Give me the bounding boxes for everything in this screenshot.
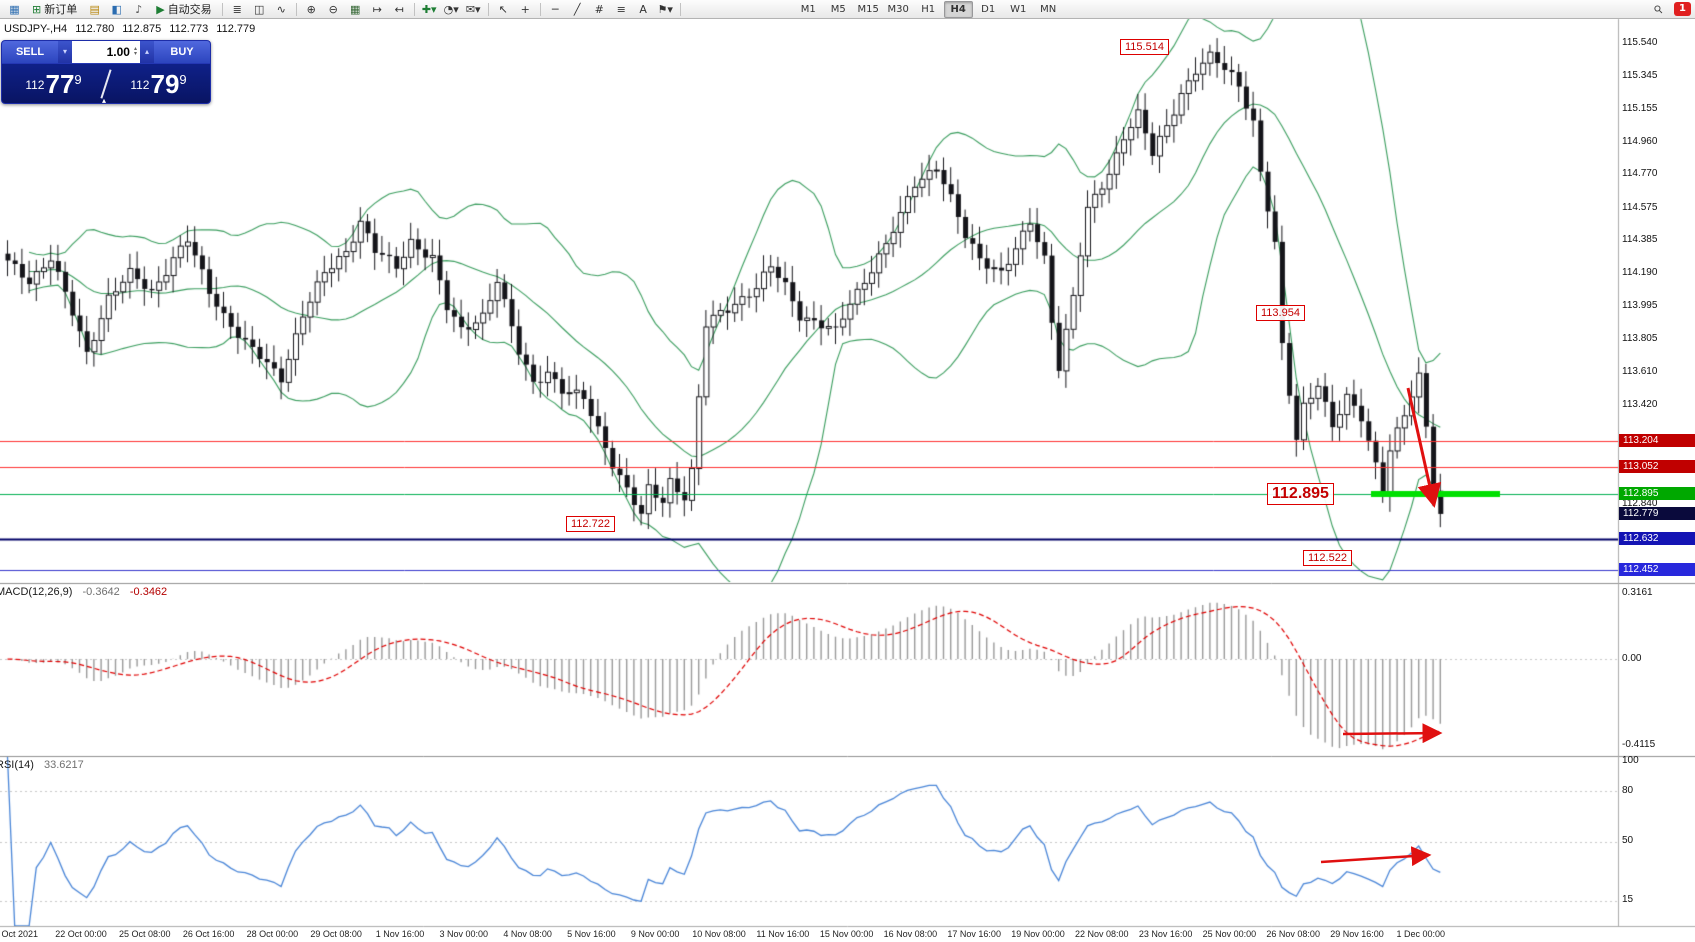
auto-trading-button-icon: ▶ (156, 2, 165, 16)
toolbar-right: ⚲ 1 (1648, 1, 1691, 18)
rsi-axis-50: 50 (1622, 835, 1634, 846)
ask-price[interactable]: 112799 (107, 69, 210, 100)
new-order-button-icon: ⊞ (32, 2, 42, 16)
toolbar-separator (487, 2, 489, 16)
buy-button[interactable]: BUY (154, 41, 210, 63)
timeframe-mn[interactable]: MN (1040, 3, 1057, 15)
bid-pips: 77 (45, 68, 75, 99)
toolbar-icons: ▦ ⊞ 新订单 ▤ ◧ ♪ ▶ 自动交易 ≣ ◫ ∿ ⊕ ⊖ ▦ ↦ ↤ ✚▾ ◔▾ ✉▾ ↖ + ─ ╱ # ≡ A ⚑▾ (4, 1, 684, 18)
macd-value-2: -0.3462 (129, 586, 168, 598)
auto-scroll-icon[interactable]: ↦ (372, 2, 382, 16)
tile-windows-icon[interactable]: ▦ (349, 2, 361, 16)
chart-ohlc-header: USDJPY-,H4 112.780 112.875 112.773 112.7… (4, 23, 260, 35)
macd-axis-max: 0.3161 (1622, 587, 1653, 598)
close-value: 112.779 (216, 23, 256, 35)
open-value: 112.780 (75, 23, 115, 35)
volume-step-up-icon[interactable]: ▴ (133, 46, 137, 52)
periods-button[interactable]: ◔▾ (443, 2, 459, 16)
timeframe-m1[interactable]: M1 (800, 3, 816, 15)
volume-stepper[interactable]: ▴ ▾ (133, 46, 137, 57)
data-window-icon[interactable]: ◧ (111, 2, 122, 16)
horizontal-line-icon[interactable]: ─ (551, 2, 559, 16)
ask-whole: 112 (130, 77, 150, 92)
volume-increase-button[interactable]: ▴ (140, 41, 154, 63)
symbol-period-label: USDJPY-,H4 (4, 23, 68, 35)
new-order-button-label: 新订单 (44, 3, 78, 16)
new-order-button[interactable]: ⊞ 新订单 (26, 1, 83, 18)
candlestick-chart-icon[interactable]: ◫ (253, 2, 265, 16)
auto-trading-button[interactable]: ▶ 自动交易 (150, 1, 217, 18)
crosshair-icon[interactable]: + (520, 2, 530, 16)
sound-icon[interactable]: ♪ (135, 2, 143, 16)
new-chart-icon[interactable]: ▦ (9, 2, 20, 16)
macd-name: MACD(12,26,9) (0, 586, 73, 598)
macd-axis-min: -0.4115 (1622, 739, 1656, 750)
timeframe-m5[interactable]: M5 (830, 3, 846, 15)
fibonacci-icon[interactable]: # (594, 2, 604, 16)
rsi-indicator-label: RSI(14) 33.6217 (0, 759, 84, 771)
rsi-value: 33.6217 (43, 759, 84, 771)
timeframe-d1[interactable]: D1 (981, 3, 996, 15)
toolbar-separator (221, 2, 223, 16)
arrows-tool-icon[interactable]: ⚑▾ (657, 2, 673, 16)
auto-trading-button-label: 自动交易 (167, 3, 212, 16)
chart-shift-icon[interactable]: ↤ (394, 2, 404, 16)
macd-indicator-label: MACD(12,26,9) -0.3642 -0.3462 (0, 586, 167, 598)
toolbar: ▦ ⊞ 新订单 ▤ ◧ ♪ ▶ 自动交易 ≣ ◫ ∿ ⊕ ⊖ ▦ ↦ ↤ ✚▾ ◔▾ ✉▾ ↖ + ─ ╱ # ≡ A ⚑▾ M1 M… (0, 0, 1695, 19)
ask-pips: 79 (150, 68, 180, 99)
indicators-button[interactable]: ✚▾ (421, 2, 437, 16)
shapes-icon[interactable]: ≡ (616, 2, 626, 16)
volume-value: 1.00 (106, 45, 130, 59)
high-value: 112.875 (122, 23, 162, 35)
low-value: 112.773 (169, 23, 209, 35)
rsi-axis-100: 100 (1622, 755, 1639, 766)
volume-decrease-button[interactable]: ▾ (58, 41, 72, 63)
spread-marker-icon: ▴ (102, 96, 107, 105)
cursor-icon[interactable]: ↖ (498, 2, 508, 16)
bar-chart-icon[interactable]: ≣ (232, 2, 242, 16)
timeframe-m30[interactable]: M30 (887, 3, 909, 15)
timeframe-m15[interactable]: M15 (857, 3, 879, 15)
timeframe-h4[interactable]: H4 (943, 0, 973, 18)
ask-point: 9 (179, 71, 187, 87)
volume-step-down-icon[interactable]: ▾ (133, 51, 137, 57)
toolbar-separator (679, 2, 681, 16)
bid-point: 9 (74, 71, 82, 87)
toolbar-separator (539, 2, 541, 16)
rsi-axis-15: 15 (1622, 894, 1634, 905)
bid-whole: 112 (25, 77, 45, 92)
volume-input[interactable]: 1.00 ▴ ▾ (72, 41, 140, 63)
market-watch-icon[interactable]: ▤ (89, 2, 100, 16)
toolbar-separator (295, 2, 297, 16)
line-chart-icon[interactable]: ∿ (276, 2, 286, 16)
trade-panel-controls: SELL ▾ 1.00 ▴ ▾ ▴ BUY (2, 41, 210, 64)
trade-panel-quotes: 112779 112799 ▴ (2, 64, 210, 106)
zoom-in-icon[interactable]: ⊕ (306, 2, 316, 16)
rsi-axis-80: 80 (1622, 785, 1634, 796)
sell-button[interactable]: SELL (2, 41, 58, 63)
trendline-icon[interactable]: ╱ (573, 2, 581, 16)
text-icon[interactable]: A (639, 2, 647, 16)
timeframe-w1[interactable]: W1 (1010, 3, 1027, 15)
timeframe-group: M1 M5 M15 M30 H1 H4 D1 W1 MN (794, 0, 1063, 18)
macd-value-1: -0.3642 (82, 586, 120, 598)
macd-axis-zero: 0.00 (1622, 653, 1642, 664)
timeframe-h1[interactable]: H1 (921, 3, 936, 15)
notification-badge[interactable]: 1 (1674, 2, 1691, 16)
bid-price[interactable]: 112779 (2, 69, 105, 100)
rsi-name: RSI(14) (0, 759, 34, 771)
one-click-trading-panel: SELL ▾ 1.00 ▴ ▾ ▴ BUY 112779 112799 ▴ (1, 40, 211, 106)
zoom-out-icon[interactable]: ⊖ (328, 2, 338, 16)
templates-button[interactable]: ✉▾ (465, 2, 481, 16)
toolbar-separator (413, 2, 415, 16)
